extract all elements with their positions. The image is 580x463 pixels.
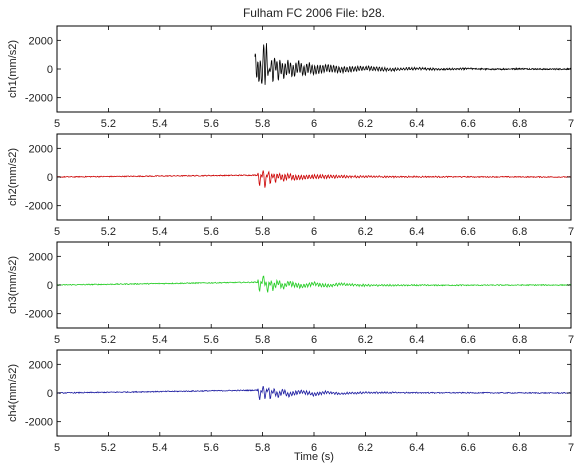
- x-tick-label-ch1: 6.2: [358, 118, 373, 130]
- y-tick-label-ch4: 2000: [29, 359, 53, 371]
- x-tick-label-ch3: 5.8: [255, 334, 270, 346]
- series-line-ch3: [56, 275, 572, 293]
- y-tick-label-ch1: 2000: [29, 35, 53, 47]
- y-axis-label-ch1: ch1(mm/s2): [7, 40, 19, 98]
- x-tick-label-ch1: 5.2: [101, 118, 116, 130]
- series-line-ch4: [56, 386, 572, 401]
- x-tick-label-ch1: 6: [311, 118, 317, 130]
- figure-title: Fulham FC 2006 File: b28.: [243, 6, 385, 20]
- x-tick-label-ch3: 6.4: [409, 334, 424, 346]
- x-tick-label-ch4: 5.4: [152, 442, 167, 454]
- x-tick-label-ch4: 6.2: [358, 442, 373, 454]
- series-line-ch2: [56, 170, 572, 188]
- panel-2: -2000 0 2000 5 5.2 5.4 5.6 5.8 6 6.2 6.4 6.6 6.8 7 ch2…: [7, 133, 574, 238]
- x-tick-label-ch4: 6.6: [461, 442, 476, 454]
- x-tick-label-ch2: 5.8: [255, 226, 270, 238]
- x-tick-label-ch2: 5: [54, 226, 60, 238]
- x-tick-label-ch2: 5.2: [101, 226, 116, 238]
- x-tick-label-ch3: 5.2: [101, 334, 116, 346]
- x-tick-label-ch2: 5.4: [152, 226, 167, 238]
- x-tick-label-ch1: 5: [54, 118, 60, 130]
- panel-3: -2000 0 2000 5 5.2 5.4 5.6 5.8 6 6.2 6.4 6.6 6.8 7 ch3…: [7, 241, 574, 346]
- x-tick-label-ch4: 6: [311, 442, 317, 454]
- x-tick-label-ch3: 6.2: [358, 334, 373, 346]
- panels: -2000 0 2000 5 5.2 5.4 5.6 5.8 6 6.2 6.4 6.6 6.8 7 ch1…: [7, 25, 574, 454]
- x-tick-label-ch3: 6: [311, 334, 317, 346]
- x-tick-label-ch2: 5.6: [204, 226, 219, 238]
- x-axis-label: Time (s): [294, 451, 334, 463]
- y-axis-label-ch4: ch4(mm/s2): [7, 364, 19, 422]
- x-tick-label-ch2: 7: [568, 226, 574, 238]
- x-tick-label-ch3: 5: [54, 334, 60, 346]
- x-tick-label-ch4: 6.4: [409, 442, 424, 454]
- x-tick-label-ch2: 6.4: [409, 226, 424, 238]
- x-tick-label-ch4: 5.2: [101, 442, 116, 454]
- x-tick-label-ch1: 5.6: [204, 118, 219, 130]
- x-tick-label-ch4: 7: [568, 442, 574, 454]
- x-tick-label-ch3: 7: [568, 334, 574, 346]
- panel-1: -2000 0 2000 5 5.2 5.4 5.6 5.8 6 6.2 6.4 6.6 6.8 7 ch1…: [7, 25, 574, 130]
- x-tick-label-ch2: 6: [311, 226, 317, 238]
- x-tick-label-ch1: 6.4: [409, 118, 424, 130]
- y-tick-label-ch3: 0: [47, 280, 53, 292]
- x-tick-label-ch2: 6.6: [461, 226, 476, 238]
- x-tick-label-ch4: 5.6: [204, 442, 219, 454]
- x-tick-label-ch3: 6.6: [461, 334, 476, 346]
- x-tick-label-ch4: 5: [54, 442, 60, 454]
- x-tick-label-ch2: 6.8: [512, 226, 527, 238]
- y-tick-label-ch1: -2000: [25, 93, 53, 105]
- x-tick-label-ch3: 6.8: [512, 334, 527, 346]
- series-line-ch1: [254, 43, 572, 85]
- y-tick-label-ch3: 2000: [29, 251, 53, 263]
- y-tick-label-ch2: 2000: [29, 143, 53, 155]
- y-tick-label-ch2: 0: [47, 172, 53, 184]
- y-tick-label-ch4: 0: [47, 388, 53, 400]
- x-tick-label-ch2: 6.2: [358, 226, 373, 238]
- x-tick-label-ch1: 5.8: [255, 118, 270, 130]
- x-tick-label-ch1: 7: [568, 118, 574, 130]
- x-tick-label-ch4: 6.8: [512, 442, 527, 454]
- y-axis-label-ch3: ch3(mm/s2): [7, 256, 19, 314]
- x-tick-label-ch4: 5.8: [255, 442, 270, 454]
- x-tick-label-ch3: 5.4: [152, 334, 167, 346]
- y-tick-label-ch2: -2000: [25, 201, 53, 213]
- x-tick-label-ch1: 6.8: [512, 118, 527, 130]
- x-tick-label-ch1: 6.6: [461, 118, 476, 130]
- y-tick-label-ch1: 0: [47, 64, 53, 76]
- x-tick-label-ch1: 5.4: [152, 118, 167, 130]
- x-tick-label-ch3: 5.6: [204, 334, 219, 346]
- y-axis-label-ch2: ch2(mm/s2): [7, 148, 19, 206]
- y-tick-label-ch3: -2000: [25, 309, 53, 321]
- y-tick-label-ch4: -2000: [25, 417, 53, 429]
- panel-4: -2000 0 2000 5 5.2 5.4 5.6 5.8 6 6.2 6.4 6.6 6.8 7 ch4…: [7, 349, 574, 454]
